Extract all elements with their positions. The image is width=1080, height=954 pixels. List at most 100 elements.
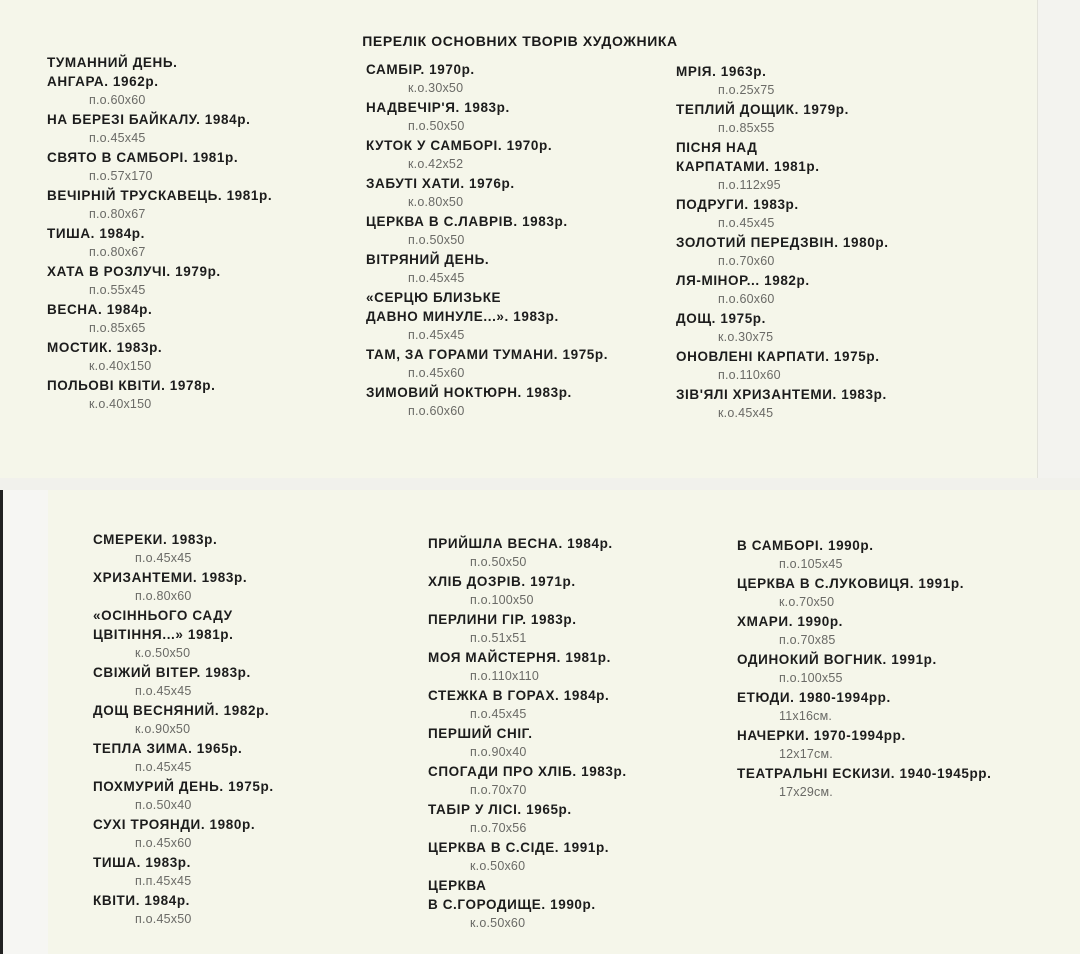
work-title: ТЕПЛИЙ ДОЩИК. 1979р. (676, 102, 849, 117)
work-size: 12х17см. (779, 747, 833, 761)
work-item: ЦЕРКВА В С.ЛУКОВИЦЯ. 1991р. к.о.70х50 (737, 574, 992, 612)
work-size: к.о.40х150 (89, 359, 152, 373)
work-size: п.о.45х45 (408, 328, 465, 342)
work-item: МОСТИК. 1983р. к.о.40х150 (47, 338, 272, 376)
work-title: «ОСІННЬОГО САДУ (93, 608, 233, 623)
work-item: ЦЕРКВА В С.ГОРОДИЩЕ. 1990р. к.о.50х60 (428, 876, 627, 933)
work-item: ТЕАТРАЛЬНІ ЕСКИЗИ. 1940-1945рр. 17х29см. (737, 764, 992, 802)
work-title: ДОЩ. 1975р. (676, 311, 767, 326)
work-size: п.о.50х40 (135, 798, 192, 812)
work-item: ПІСНЯ НАД КАРПАТАМИ. 1981р. п.о.112х95 (676, 138, 889, 195)
page-edge (1037, 0, 1080, 478)
work-title: ТЕАТРАЛЬНІ ЕСКИЗИ. 1940-1945рр. (737, 766, 992, 781)
work-title: ПІСНЯ НАД (676, 140, 758, 155)
work-size: п.о.45х45 (135, 684, 192, 698)
work-size: к.о.42х52 (408, 157, 464, 171)
work-item: ПОДРУГИ. 1983р. п.о.45х45 (676, 195, 889, 233)
work-item: ЗАБУТІ ХАТИ. 1976р. к.о.80х50 (366, 174, 608, 212)
work-item: СУХІ ТРОЯНДИ. 1980р. п.о.45х60 (93, 815, 274, 853)
work-title: ХРИЗАНТЕМИ. 1983р. (93, 570, 248, 585)
work-title: СВЯТО В САМБОРІ. 1981р. (47, 150, 239, 165)
work-size: п.о.45х45 (135, 551, 192, 565)
work-size: к.о.50х50 (135, 646, 191, 660)
work-title: ЦЕРКВА В С.ЛУКОВИЦЯ. 1991р. (737, 576, 965, 591)
work-size: п.о.45х45 (135, 760, 192, 774)
work-item: ХРИЗАНТЕМИ. 1983р. п.о.80х60 (93, 568, 274, 606)
work-item: СПОГАДИ ПРО ХЛІБ. 1983р. п.о.70х70 (428, 762, 627, 800)
work-item: ТЕПЛИЙ ДОЩИК. 1979р. п.о.85х55 (676, 100, 889, 138)
work-item: НАДВЕЧІР'Я. 1983р. п.о.50х50 (366, 98, 608, 136)
work-item: В САМБОРІ. 1990р. п.о.105х45 (737, 536, 992, 574)
work-title: ВІТРЯНИЙ ДЕНЬ. (366, 252, 490, 267)
work-size: п.о.55х45 (89, 283, 146, 297)
work-size: п.о.60х60 (718, 292, 775, 306)
work-size: п.о.57х170 (89, 169, 153, 183)
work-title: ЦЕРКВА В С.ЛАВРІВ. 1983р. (366, 214, 568, 229)
work-title: ПРИЙШЛА ВЕСНА. 1984р. (428, 536, 613, 551)
work-title: ВЕСНА. 1984р. (47, 302, 153, 317)
work-size: п.о.80х67 (89, 207, 146, 221)
work-item: МРІЯ. 1963р. п.о.25х75 (676, 62, 889, 100)
works-column: ПРИЙШЛА ВЕСНА. 1984р. п.о.50х50 ХЛІБ ДОЗРІ… (428, 534, 627, 933)
work-size: п.о.90х40 (470, 745, 527, 759)
work-item: ХЛІБ ДОЗРІВ. 1971р. п.о.100х50 (428, 572, 627, 610)
work-item: СВІЖИЙ ВІТЕР. 1983р. п.о.45х45 (93, 663, 274, 701)
work-title: ДОЩ ВЕСНЯНИЙ. 1982р. (93, 703, 270, 718)
work-item: СМЕРЕКИ. 1983р. п.о.45х45 (93, 530, 274, 568)
work-title: ЗІВ'ЯЛІ ХРИЗАНТЕМИ. 1983р. (676, 387, 887, 402)
work-size: к.о.30х75 (718, 330, 774, 344)
work-title: ОДИНОКИЙ ВОГНИК. 1991р. (737, 652, 937, 667)
work-title: НА БЕРЕЗІ БАЙКАЛУ. 1984р. (47, 112, 251, 127)
work-title: СПОГАДИ ПРО ХЛІБ. 1983р. (428, 764, 627, 779)
work-title: МОСТИК. 1983р. (47, 340, 163, 355)
work-title: ЦЕРКВА В С.СІДЕ. 1991р. (428, 840, 610, 855)
work-item: КВІТИ. 1984р. п.о.45х50 (93, 891, 274, 929)
work-title: ЗИМОВИЙ НОКТЮРН. 1983р. (366, 385, 572, 400)
work-size: к.о.30х50 (408, 81, 464, 95)
work-title: «СЕРЦЮ БЛИЗЬКЕ (366, 290, 502, 305)
work-size: к.о.40х150 (89, 397, 152, 411)
work-title: НАЧЕРКИ. 1970-1994рр. (737, 728, 906, 743)
work-size: п.о.110х60 (718, 368, 781, 382)
work-title: ТАБІР У ЛІСІ. 1965р. (428, 802, 572, 817)
works-column: ТУМАННИЙ ДЕНЬ. АНГАРА. 1962р. п.о.60х60 НА … (47, 53, 272, 414)
work-item: ОДИНОКИЙ ВОГНИК. 1991р. п.о.100х55 (737, 650, 992, 688)
work-size: п.о.51х51 (470, 631, 527, 645)
work-size: п.о.80х60 (135, 589, 192, 603)
work-size: к.о.70х50 (779, 595, 835, 609)
work-size: 11х16см. (779, 709, 833, 723)
work-item: ЦЕРКВА В С.ЛАВРІВ. 1983р. п.о.50х50 (366, 212, 608, 250)
work-item: МОЯ МАЙСТЕРНЯ. 1981р. п.о.110х110 (428, 648, 627, 686)
work-title: КАРПАТАМИ. 1981р. (676, 159, 820, 174)
work-item: СТЕЖКА В ГОРАХ. 1984р. п.о.45х45 (428, 686, 627, 724)
work-title: ЗОЛОТИЙ ПЕРЕДЗВІН. 1980р. (676, 235, 889, 250)
work-title: В САМБОРІ. 1990р. (737, 538, 874, 553)
work-size: п.о.110х110 (470, 669, 539, 683)
page-title: ПЕРЕЛІК ОСНОВНИХ ТВОРІВ ХУДОЖНИКА (362, 33, 678, 49)
work-title: ДАВНО МИНУЛЕ...». 1983р. (366, 309, 559, 324)
page-edge (0, 490, 48, 954)
work-item: ЛЯ-МІНОР... 1982р. п.о.60х60 (676, 271, 889, 309)
work-title: МРІЯ. 1963р. (676, 64, 767, 79)
work-title: СМЕРЕКИ. 1983р. (93, 532, 218, 547)
work-title: СТЕЖКА В ГОРАХ. 1984р. (428, 688, 610, 703)
works-column: МРІЯ. 1963р. п.о.25х75 ТЕПЛИЙ ДОЩИК. 1979р… (676, 62, 889, 423)
work-item: ПОЛЬОВІ КВІТИ. 1978р. к.о.40х150 (47, 376, 272, 414)
work-item: ПЕРШИЙ СНІГ. п.о.90х40 (428, 724, 627, 762)
work-item: ПЕРЛИНИ ГІР. 1983р. п.о.51х51 (428, 610, 627, 648)
works-column: СМЕРЕКИ. 1983р. п.о.45х45 ХРИЗАНТЕМИ. 1983… (93, 530, 274, 929)
work-size: п.о.50х50 (408, 233, 465, 247)
work-title: САМБІР. 1970р. (366, 62, 475, 77)
work-size: п.о.112х95 (718, 178, 781, 192)
work-title: ТАМ, ЗА ГОРАМИ ТУМАНИ. 1975р. (366, 347, 609, 362)
work-item: ХМАРИ. 1990р. п.о.70х85 (737, 612, 992, 650)
work-size: п.о.100х50 (470, 593, 534, 607)
work-title: ХЛІБ ДОЗРІВ. 1971р. (428, 574, 576, 589)
works-column: В САМБОРІ. 1990р. п.о.105х45 ЦЕРКВА В С.ЛУ… (737, 536, 992, 802)
work-item: ОНОВЛЕНІ КАРПАТИ. 1975р. п.о.110х60 (676, 347, 889, 385)
work-size: к.о.45х45 (718, 406, 774, 420)
work-size: п.о.45х60 (135, 836, 192, 850)
work-item: СВЯТО В САМБОРІ. 1981р. п.о.57х170 (47, 148, 272, 186)
work-item: ВЕСНА. 1984р. п.о.85х65 (47, 300, 272, 338)
work-item: САМБІР. 1970р. к.о.30х50 (366, 60, 608, 98)
